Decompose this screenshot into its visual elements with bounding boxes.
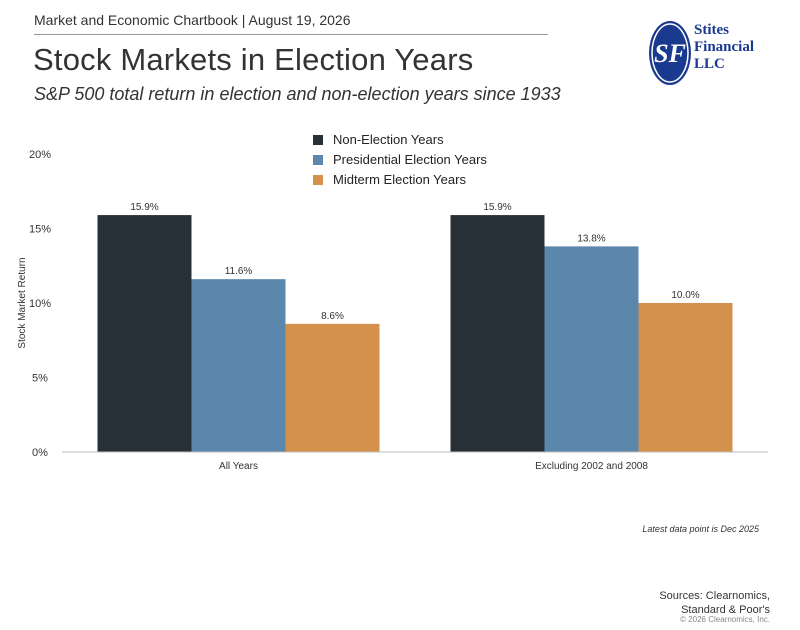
x-category-label-1: All Years: [219, 461, 258, 472]
sources-block: Sources: Clearnomics, Standard & Poor's: [659, 589, 770, 617]
y-tick-label-2: 5%: [32, 373, 48, 385]
logo-monogram: SF: [654, 39, 686, 68]
bar-value-label-1-3: 8.6%: [321, 311, 344, 322]
logo-emblem-icon: SF: [649, 21, 691, 85]
logo-line-3: LLC: [694, 56, 725, 72]
legend-label-2: Presidential Election Years: [333, 152, 487, 167]
y-tick-label-5: 20%: [29, 149, 51, 161]
latest-data-note: Latest data point is Dec 2025: [642, 524, 759, 534]
y-tick-label-3: 10%: [29, 298, 51, 310]
logo-line-2: Financial: [694, 39, 755, 55]
copyright-notice: © 2026 Clearnomics, Inc.: [680, 615, 770, 624]
bar-1-2: [191, 279, 286, 452]
legend-label-1: Non-Election Years: [333, 132, 444, 147]
x-axis: All Years Excluding 2002 and 2008: [62, 451, 768, 472]
bar-value-label-2-3: 10.0%: [671, 290, 699, 301]
legend-swatch-1: [313, 135, 323, 145]
bar-value-label-2-2: 13.8%: [577, 233, 605, 244]
header-divider: [34, 34, 548, 35]
page-subtitle: S&P 500 total return in election and non…: [34, 84, 561, 104]
sources-line-2: Standard & Poor's: [681, 604, 770, 616]
x-category-label-2: Excluding 2002 and 2008: [535, 461, 648, 472]
logo-wordmark: Stites Financial LLC: [694, 22, 754, 73]
bar-1-1: [97, 215, 192, 452]
chartbook-header: Market and Economic Chartbook | August 1…: [34, 12, 351, 28]
bar-series: 15.9% 11.6% 8.6% 15.9% 13.8% 10.0%: [97, 202, 733, 452]
chart-legend: Non-Election Years Presidential Election …: [313, 132, 487, 187]
bar-value-label-1-1: 15.9%: [130, 202, 158, 213]
bar-value-label-2-1: 15.9%: [483, 202, 511, 213]
y-tick-label-4: 15%: [29, 224, 51, 236]
y-axis: 0% 5% 10% 15% 20% Stock Market Return: [17, 149, 51, 459]
logo-line-1: Stites: [694, 22, 729, 38]
bar-value-label-1-2: 11.6%: [225, 266, 253, 277]
y-axis-label: Stock Market Return: [17, 257, 28, 348]
bar-2-3: [638, 303, 733, 452]
company-logo: SF Stites Financial LLC: [648, 20, 778, 90]
bar-2-2: [544, 246, 639, 452]
y-tick-label-1: 0%: [32, 447, 48, 459]
legend-swatch-2: [313, 155, 323, 165]
legend-label-3: Midterm Election Years: [333, 172, 466, 187]
bar-2-1: [450, 215, 545, 452]
bar-1-3: [285, 323, 380, 452]
page-title: Stock Markets in Election Years: [33, 42, 474, 77]
sources-line-1: Sources: Clearnomics,: [659, 590, 770, 602]
legend-swatch-3: [313, 175, 323, 185]
